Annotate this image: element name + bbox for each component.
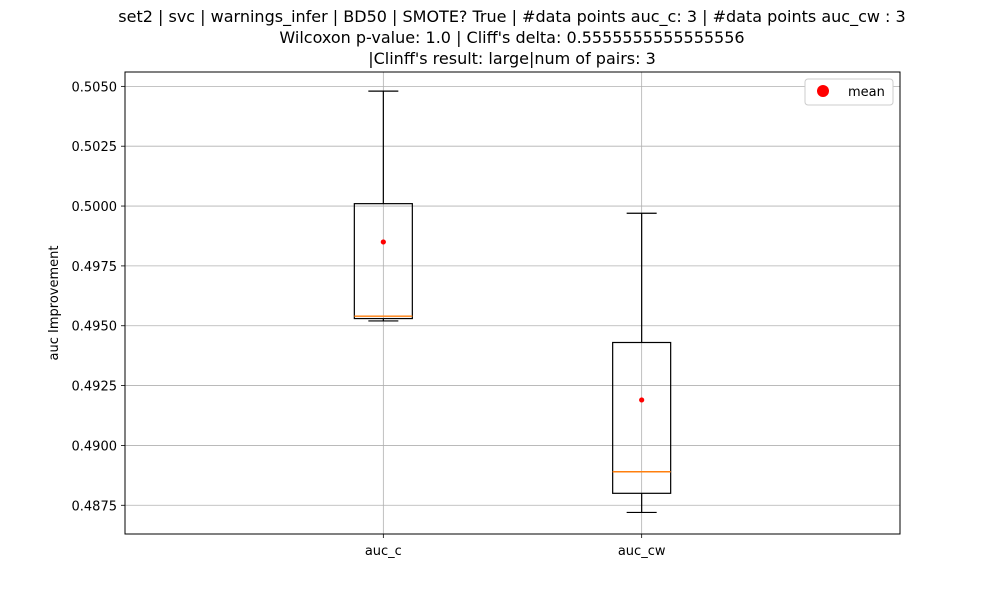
- legend-mean-marker: [817, 85, 829, 97]
- iqr-box: [612, 341, 672, 494]
- boxes: [353, 90, 672, 514]
- legend: mean: [804, 78, 894, 106]
- box-auc_c: [353, 90, 413, 322]
- plot-area-frame: [124, 71, 901, 535]
- y-tick-label: 0.5000: [72, 200, 118, 215]
- legend-label-mean: mean: [848, 85, 885, 100]
- x-tick-label: auc_cw: [618, 544, 666, 559]
- iqr-box: [353, 203, 413, 320]
- legend-frame: [804, 78, 894, 106]
- y-tick-label: 0.4975: [72, 260, 118, 275]
- y-tick-label: 0.4900: [72, 439, 118, 454]
- x-tick-label: auc_c: [365, 544, 402, 559]
- chart-title: set2 | svc | warnings_infer | BD50 | SMO…: [118, 7, 905, 68]
- y-tick-label: 0.5050: [72, 80, 118, 95]
- box-auc_cw: [612, 212, 672, 514]
- mean-marker: [380, 239, 386, 245]
- y-axis-label: auc Improvement: [47, 246, 62, 361]
- y-tick-label: 0.5025: [72, 140, 118, 155]
- grid: [125, 72, 900, 534]
- axis-ticks: 0.4875 0.4900 0.4925 0.4950 0.4975 0.5000 0.50…: [72, 80, 666, 559]
- y-tick-label: 0.4925: [72, 380, 118, 395]
- y-tick-label: 0.4950: [72, 320, 118, 335]
- mean-marker: [639, 397, 645, 403]
- title-line-3: |Clinff's result: large|num of pairs: 3: [368, 49, 656, 68]
- title-line-1: set2 | svc | warnings_infer | BD50 | SMO…: [118, 7, 905, 27]
- title-line-2: Wilcoxon p-value: 1.0 | Cliff's delta: 0…: [279, 28, 744, 47]
- y-tick-label: 0.4875: [72, 499, 118, 514]
